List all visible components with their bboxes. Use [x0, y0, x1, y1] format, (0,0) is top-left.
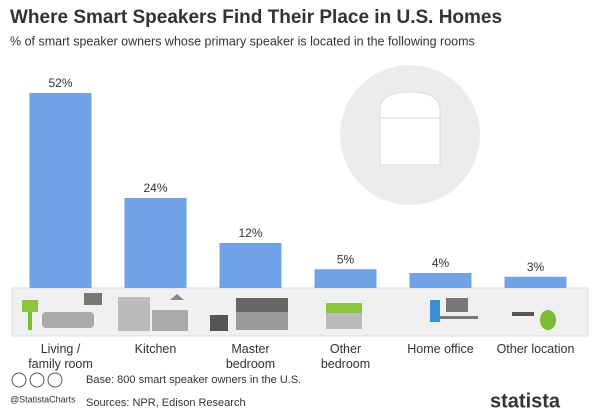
chart-title: Where Smart Speakers Find Their Place in…: [10, 7, 502, 28]
brand: statista: [490, 390, 561, 412]
sources-note: Sources: NPR, Edison Research: [86, 397, 246, 409]
bar: [29, 93, 92, 288]
category-label: Home office: [407, 342, 474, 356]
bar: [314, 269, 377, 288]
bar: [409, 273, 472, 288]
chart-subtitle: % of smart speaker owners whose primary …: [10, 34, 475, 48]
bar: [219, 243, 282, 288]
value-label: 24%: [143, 181, 167, 195]
base-note: Base: 800 smart speaker owners in the U.…: [86, 374, 301, 386]
value-label: 52%: [48, 76, 72, 90]
value-label: 5%: [337, 252, 355, 266]
category-label: Other location: [496, 342, 575, 356]
bar: [504, 276, 567, 288]
speaker-illustration: [340, 65, 480, 205]
value-label: 3%: [527, 260, 545, 274]
bar: [124, 198, 187, 288]
cc-icons: [11, 372, 63, 388]
room-icons: [22, 293, 556, 331]
category-label: Other bedroom: [320, 342, 371, 371]
category-label: Kitchen: [134, 342, 177, 356]
value-label: 12%: [238, 226, 262, 240]
handle: @StatistaCharts: [10, 394, 76, 404]
value-label: 4%: [432, 256, 450, 270]
icon-strip: [11, 287, 589, 337]
category-label: Master bedroom: [225, 342, 276, 371]
category-label: Living / family room: [28, 342, 93, 371]
